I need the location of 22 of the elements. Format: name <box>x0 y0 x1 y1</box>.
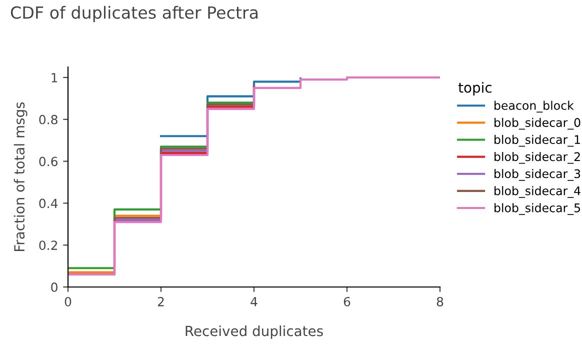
x-tick-label: 0 <box>64 296 72 306</box>
legend-title: topic <box>458 82 492 96</box>
chart-title: CDF of duplicates after Pectra <box>10 6 258 22</box>
y-axis-title: Fraction of total msgs <box>14 102 28 251</box>
x-tick-label: 2 <box>158 296 164 306</box>
x-tick-label: 8 <box>436 296 444 306</box>
x-tick-label: 6 <box>344 296 350 306</box>
x-tick-label: 4 <box>250 297 258 306</box>
y-tick-label: 0.6 <box>39 156 58 166</box>
legend-label: beacon_block <box>494 100 574 113</box>
y-tick-label: 0.8 <box>39 114 58 124</box>
y-tick-label: 1 <box>52 73 58 82</box>
legend-label: blob_sidecar_3 <box>494 169 580 181</box>
y-tick-label: 0.4 <box>39 198 58 208</box>
legend-label: blob_sidecar_4 <box>494 186 580 198</box>
legend-label: blob_sidecar_2 <box>494 152 580 164</box>
legend-label: blob_sidecar_0 <box>494 118 580 130</box>
legend-label: blob_sidecar_1 <box>494 134 580 147</box>
y-tick-label: 0.2 <box>39 240 58 250</box>
legend-label: blob_sidecar_5 <box>494 203 580 215</box>
x-axis-title: Received duplicates <box>186 325 323 339</box>
y-tick-label: 0 <box>51 282 58 292</box>
